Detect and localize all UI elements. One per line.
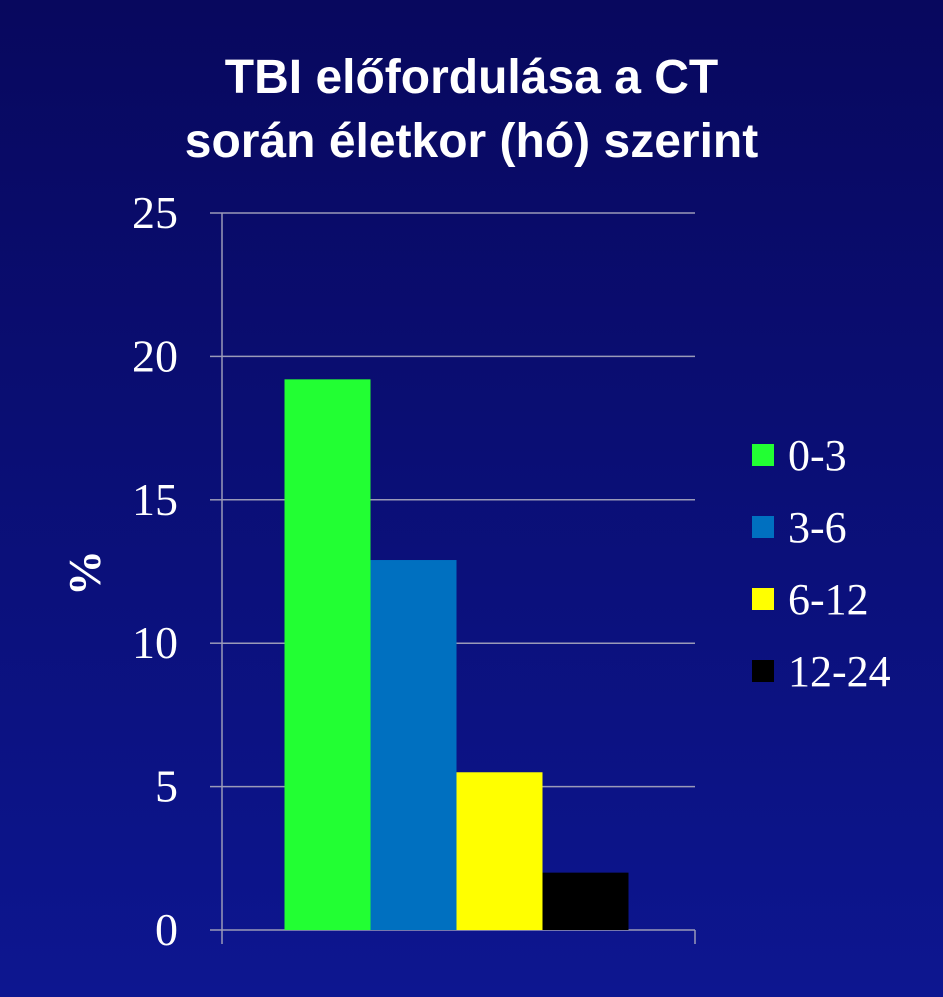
bar-3-6 — [370, 560, 457, 930]
legend-swatch-3-6 — [752, 516, 774, 538]
legend-swatch-12-24 — [752, 660, 774, 682]
legend-label-12-24: 12-24 — [788, 647, 891, 696]
y-tick-label: 15 — [132, 474, 178, 525]
bars — [284, 379, 629, 930]
legend-label-0-3: 0-3 — [788, 431, 847, 480]
legend-swatch-0-3 — [752, 444, 774, 466]
bar-6-12 — [456, 772, 543, 930]
y-tick-label: 20 — [132, 330, 178, 381]
legend: 0-3 3-6 6-12 12-24 — [752, 431, 891, 696]
legend-swatch-6-12 — [752, 588, 774, 610]
bar-0-3 — [284, 379, 371, 930]
bar-12-24 — [542, 872, 629, 930]
chart-title-line-2: során életkor (hó) szerint — [184, 115, 759, 168]
y-tick-label: 0 — [155, 904, 178, 955]
y-tick-label: 5 — [155, 761, 178, 812]
legend-label-6-12: 6-12 — [788, 575, 869, 624]
chart-title-line-1: TBI előfordulása a CT — [224, 51, 719, 104]
y-axis-label: % — [59, 550, 110, 596]
chart-title: TBI előfordulása a CT során életkor (hó)… — [0, 46, 943, 174]
y-tick-label: 25 — [132, 187, 178, 238]
y-tick-labels: 0 5 10 15 20 25 — [132, 187, 178, 955]
y-tick-label: 10 — [132, 617, 178, 668]
legend-label-3-6: 3-6 — [788, 503, 847, 552]
